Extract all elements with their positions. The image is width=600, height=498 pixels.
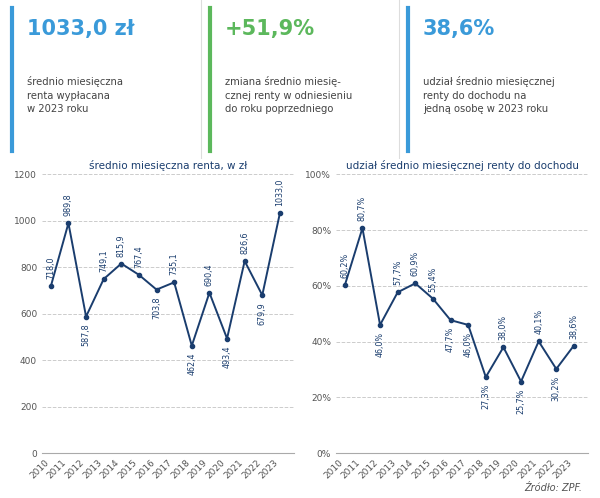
- Text: 679,9: 679,9: [258, 302, 267, 325]
- Text: 38,6%: 38,6%: [423, 19, 495, 39]
- Text: +51,9%: +51,9%: [225, 19, 315, 39]
- Text: 749,1: 749,1: [99, 249, 108, 272]
- Text: 587,8: 587,8: [82, 324, 91, 346]
- Text: 735,1: 735,1: [170, 253, 179, 275]
- Text: 690,4: 690,4: [205, 263, 214, 286]
- Text: 46,0%: 46,0%: [376, 332, 385, 357]
- Text: 38,0%: 38,0%: [499, 315, 508, 340]
- Text: 60,9%: 60,9%: [411, 251, 420, 276]
- Title: udział średnio miesięcznej renty do dochodu: udział średnio miesięcznej renty do doch…: [346, 160, 578, 171]
- Text: 25,7%: 25,7%: [517, 388, 526, 414]
- Text: 60,2%: 60,2%: [340, 253, 349, 278]
- Text: 57,7%: 57,7%: [393, 260, 402, 285]
- Text: 826,6: 826,6: [240, 232, 249, 254]
- Text: 815,9: 815,9: [117, 234, 126, 256]
- Text: 30,2%: 30,2%: [552, 376, 561, 401]
- Text: 703,8: 703,8: [152, 297, 161, 319]
- Text: 767,4: 767,4: [134, 246, 143, 268]
- Text: 462,4: 462,4: [187, 353, 196, 375]
- Text: 38,6%: 38,6%: [569, 313, 578, 339]
- Text: 47,7%: 47,7%: [446, 327, 455, 353]
- Title: średnio miesięczna renta, w zł: średnio miesięczna renta, w zł: [89, 160, 247, 171]
- Text: 718,0: 718,0: [46, 257, 55, 279]
- Text: udział średnio miesięcznej
renty do dochodu na
jedną osobę w 2023 roku: udział średnio miesięcznej renty do doch…: [423, 77, 555, 114]
- Text: średnio miesięczna
renta wypłacana
w 2023 roku: średnio miesięczna renta wypłacana w 202…: [27, 77, 123, 114]
- Text: 80,7%: 80,7%: [358, 196, 367, 221]
- Text: Źródło: ZPF.: Źródło: ZPF.: [524, 483, 582, 493]
- Text: 40,1%: 40,1%: [534, 309, 543, 334]
- Text: 46,0%: 46,0%: [464, 332, 473, 357]
- Text: 493,4: 493,4: [223, 346, 232, 368]
- Text: 989,8: 989,8: [64, 194, 73, 216]
- Text: 1033,0: 1033,0: [275, 179, 284, 206]
- Text: 55,4%: 55,4%: [428, 266, 437, 292]
- Text: 1033,0 zł: 1033,0 zł: [27, 19, 134, 39]
- Text: 27,3%: 27,3%: [481, 384, 490, 409]
- Text: zmiana średnio miesię-
cznej renty w odniesieniu
do roku poprzedniego: zmiana średnio miesię- cznej renty w odn…: [225, 77, 352, 114]
